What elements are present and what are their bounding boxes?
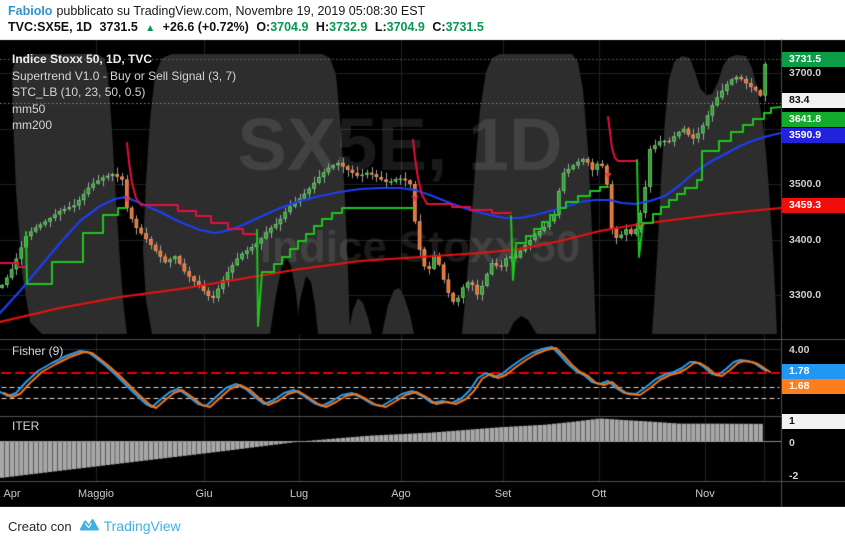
- legend-symbol-row[interactable]: Indice Stoxx 50, 1D, TVC: [12, 52, 153, 66]
- tradingview-brand-link[interactable]: TradingView: [103, 518, 181, 534]
- price-axis-label: 3400.0: [789, 233, 822, 246]
- iter-axis-label: 0: [789, 436, 795, 449]
- legend-mm50-row[interactable]: mm50: [12, 101, 46, 116]
- month-label: Set: [494, 488, 512, 500]
- legend-stc-row[interactable]: STC_LB (10, 23, 50, 0.5): [12, 85, 146, 100]
- iter-axis-label: 1: [782, 413, 845, 429]
- month-label: Lug: [289, 488, 309, 500]
- price-axis-label: 3700.0: [789, 66, 822, 79]
- open-value: 3704.9: [270, 20, 309, 34]
- symbol-label: TVC:SX5E, 1D: [8, 20, 93, 34]
- tradingview-logo-icon: [79, 517, 100, 535]
- price-axis-label: 3500.0: [789, 177, 822, 190]
- last-price: 3731.5: [99, 20, 138, 34]
- open-label: O:: [256, 20, 271, 34]
- month-label: Maggio: [77, 488, 115, 500]
- fisher-pane-label[interactable]: Fisher (9): [12, 344, 64, 358]
- publish-text: pubblicato su TradingView.com, Novembre …: [56, 4, 426, 18]
- price-axis-label: 3300.0: [789, 288, 822, 301]
- low-value: 3704.9: [386, 20, 425, 34]
- fisher-axis-label: 4.00: [789, 343, 810, 356]
- price-axis-label: 3731.5: [782, 51, 845, 67]
- publisher-line: FabioIo pubblicato su TradingView.com, No…: [8, 4, 425, 18]
- author-link[interactable]: FabioIo: [8, 4, 53, 18]
- chart-legend: Indice Stoxx 50, 1D, TVC Supertrend V1.0…: [12, 51, 236, 134]
- price-axis-label: 3641.8: [782, 111, 845, 127]
- legend-mm200-row[interactable]: mm200: [12, 118, 53, 133]
- high-label: H:: [315, 20, 330, 34]
- iter-pane-label[interactable]: ITER: [12, 419, 40, 433]
- month-label: Ott: [591, 488, 607, 500]
- month-label: Apr: [3, 488, 21, 500]
- month-label: Giu: [195, 488, 213, 500]
- symbol-ohlc-line: TVC:SX5E, 1D 3731.5 ▲ +26.6 (+0.72%) O:3…: [8, 20, 488, 34]
- close-value: 3731.5: [445, 20, 484, 34]
- month-label: Ago: [391, 488, 411, 500]
- iter-axis-label: -2: [789, 469, 799, 482]
- price-change: +26.6 (+0.72%): [162, 20, 249, 34]
- up-triangle-icon: ▲: [145, 23, 156, 34]
- footer-bar: Creato con TradingView: [0, 507, 845, 545]
- price-axis-label: 3590.9: [782, 127, 845, 143]
- price-axis-label: 83.4: [782, 92, 845, 108]
- close-label: C:: [432, 20, 446, 34]
- legend-supertrend-row[interactable]: Supertrend V1.0 - Buy or Sell Signal (3,…: [12, 68, 237, 83]
- created-with-text: Creato con: [8, 518, 72, 534]
- fisher-axis-label: 1.78: [782, 363, 845, 379]
- fisher-axis-label: 1.68: [782, 378, 845, 394]
- month-label: Nov: [695, 488, 715, 500]
- high-value: 3732.9: [329, 20, 368, 34]
- low-label: L:: [374, 20, 387, 34]
- price-axis-label: 3459.3: [782, 197, 845, 213]
